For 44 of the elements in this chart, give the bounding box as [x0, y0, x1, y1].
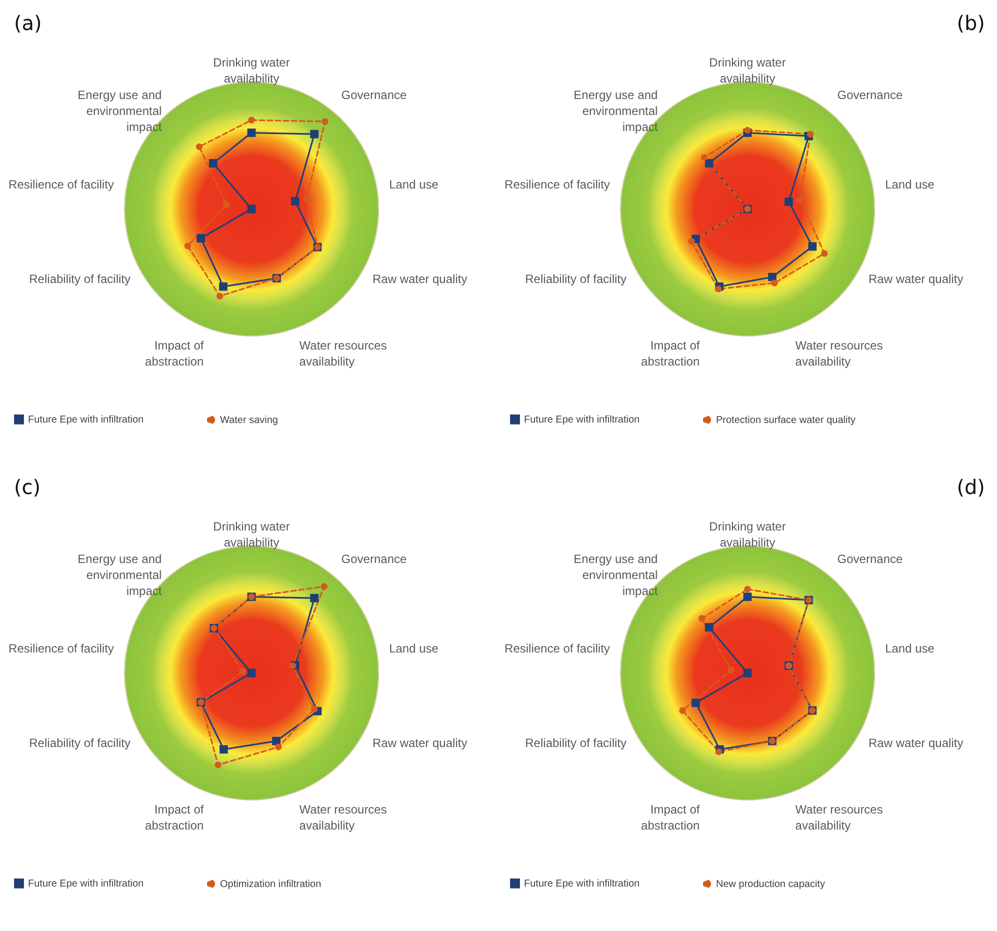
legend-label: Future Epe with infiltration	[28, 414, 144, 426]
spoke-label: Reliability of facility	[29, 736, 131, 750]
spoke-label: Drinking water availability	[213, 55, 290, 86]
spoke-label: Water resources availability	[795, 338, 883, 368]
spoke-label: Governance	[837, 88, 903, 102]
legend-label: New production capacity	[716, 878, 825, 890]
legend-label: Protection surface water quality	[716, 414, 856, 426]
legend-label: Future Epe with infiltration	[28, 878, 144, 890]
spoke-label: Impact of abstraction	[641, 338, 700, 368]
spoke-label: Water resources availability	[299, 338, 387, 368]
spoke-label: Governance	[837, 552, 903, 566]
chart-title: (a)	[14, 11, 42, 35]
spoke-label: Raw water quality	[372, 736, 468, 750]
spoke-label: Land use	[389, 642, 439, 656]
spoke-label: Water resources availability	[795, 802, 883, 832]
spoke-label: Raw water quality	[868, 736, 964, 750]
spoke-label: Drinking water availability	[213, 519, 290, 550]
spoke-label: Land use	[389, 178, 439, 192]
spoke-label: Governance	[341, 552, 407, 566]
legend-label: Future Epe with infiltration	[524, 878, 640, 890]
spoke-label: Governance	[341, 88, 407, 102]
spoke-label: Impact of abstraction	[145, 802, 204, 832]
legend-label: Future Epe with infiltration	[524, 414, 640, 426]
spoke-label: Impact of abstraction	[145, 338, 204, 368]
spoke-label: Resilience of facility	[504, 642, 610, 656]
spoke-label: Land use	[885, 642, 935, 656]
chart-title: (d)	[956, 475, 985, 499]
spoke-label: Water resources availability	[299, 802, 387, 832]
spoke-label: Raw water quality	[372, 272, 468, 286]
legend-label: Water saving	[220, 414, 278, 426]
legend-label: Optimization infiltration	[220, 878, 322, 890]
chart-title: (c)	[14, 475, 41, 499]
spoke-label: Impact of abstraction	[641, 802, 700, 832]
spoke-label: Resilience of facility	[8, 178, 114, 192]
spoke-label: Raw water quality	[868, 272, 964, 286]
spoke-label: Reliability of facility	[29, 272, 131, 286]
spoke-label: Drinking water availability	[709, 519, 786, 550]
spoke-label: Land use	[885, 178, 935, 192]
spoke-label: Drinking water availability	[709, 55, 786, 86]
chart-title: (b)	[956, 11, 985, 35]
spoke-label: Resilience of facility	[504, 178, 610, 192]
spoke-label: Resilience of facility	[8, 642, 114, 656]
spoke-label: Reliability of facility	[525, 736, 627, 750]
spoke-label: Reliability of facility	[525, 272, 627, 286]
